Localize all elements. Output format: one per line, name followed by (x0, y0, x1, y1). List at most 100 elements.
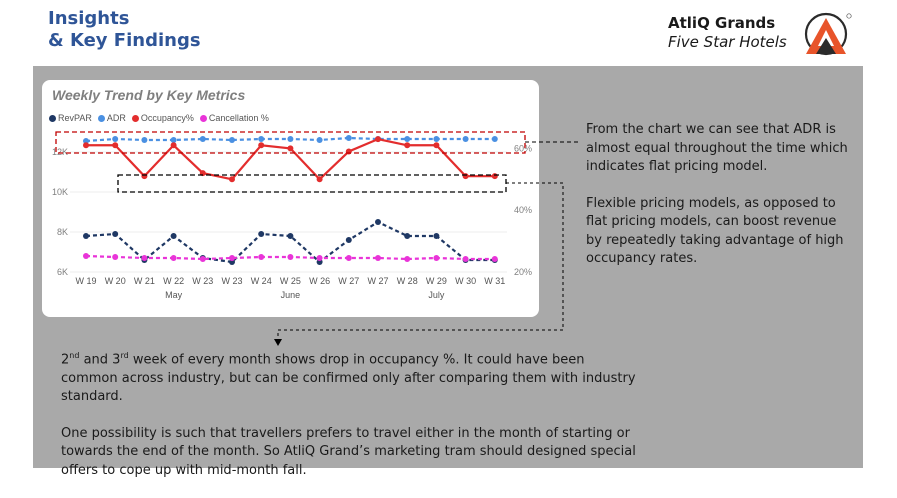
data-point (491, 256, 498, 262)
data-point (316, 137, 323, 143)
right-tick-label: 20% (514, 267, 532, 277)
x-tick-label: W 19 (75, 276, 96, 286)
data-point (462, 136, 469, 142)
right-note-p1: From the chart we can see that ADR is al… (586, 122, 848, 174)
data-point (199, 136, 206, 142)
legend-item: RevPAR (49, 113, 92, 123)
x-tick-label: W 29 (426, 276, 447, 286)
connector-arrow-icon (274, 339, 282, 346)
data-point (199, 256, 206, 262)
data-point (433, 233, 440, 239)
data-point (375, 219, 381, 225)
data-point (491, 136, 498, 142)
legend-label: Occupancy% (140, 113, 194, 123)
data-point (433, 255, 440, 261)
legend-dot-icon (49, 114, 56, 122)
legend-item: Cancellation % (199, 113, 269, 123)
data-point (404, 142, 411, 149)
data-point (170, 137, 177, 143)
data-point (258, 231, 265, 237)
data-point (433, 136, 440, 142)
x-tick-label: W 27 (367, 276, 388, 286)
data-point (316, 176, 323, 183)
brand-name: AtliQ Grands (668, 14, 776, 32)
legend-dot-icon (97, 114, 105, 122)
data-point (83, 138, 89, 144)
x-tick-label: W 26 (309, 276, 330, 286)
data-point (83, 253, 89, 259)
occupancy-connector-line (277, 182, 564, 342)
data-point (112, 231, 119, 237)
data-point (404, 233, 411, 239)
data-point (375, 136, 381, 143)
data-point (170, 255, 177, 261)
x-tick-label: W 20 (105, 276, 126, 286)
legend-label: ADR (106, 113, 126, 123)
x-tick-label: W 30 (455, 276, 476, 286)
occupancy-dip-box (117, 174, 507, 193)
title-line-2: & Key Findings (48, 30, 201, 51)
left-tick-label: 10K (52, 187, 68, 197)
right-note-p2: Flexible pricing models, as opposed to f… (586, 195, 844, 267)
data-point (345, 255, 352, 261)
annotation-overlay (55, 131, 580, 346)
data-point (462, 256, 469, 262)
right-tick-label: 40% (514, 205, 532, 215)
data-point (375, 255, 381, 261)
x-tick-label: W 24 (251, 276, 272, 286)
data-point (345, 237, 352, 243)
brand-logo-icon (804, 12, 852, 56)
slide-title: Insights & Key Findings (48, 8, 201, 52)
data-point (404, 256, 411, 262)
data-point (345, 135, 352, 141)
right-note: From the chart we can see that ADR is al… (586, 121, 851, 287)
data-point (404, 136, 411, 142)
data-point (316, 255, 323, 261)
legend-dot-icon (199, 114, 207, 122)
data-point (83, 233, 89, 239)
data-point (258, 254, 265, 260)
data-point (170, 142, 177, 149)
data-point (258, 142, 265, 149)
bottom-note-p2: One possibility is such that travellers … (61, 425, 636, 478)
data-point (287, 136, 294, 142)
data-point (258, 136, 265, 142)
x-tick-label: W 25 (280, 276, 301, 286)
chart-title: Weekly Trend by Key Metrics (52, 87, 246, 103)
x-tick-label: W 31 (484, 276, 505, 286)
data-point (287, 233, 294, 239)
data-point (433, 142, 440, 149)
left-tick-label: 8K (57, 227, 68, 237)
month-label: May (165, 290, 183, 300)
legend-label: Cancellation % (208, 113, 269, 123)
bottom-note-p1: 2nd and 3rd week of every month shows dr… (61, 351, 636, 405)
brand-block: AtliQ Grands Five Star Hotels (668, 14, 787, 52)
x-tick-label: W 22 (163, 276, 184, 286)
data-point (287, 145, 294, 152)
data-point (170, 233, 177, 239)
data-point (112, 254, 119, 260)
chart-legend: RevPAR ADR Occupancy% Cancellation % (49, 113, 269, 123)
x-tick-label: W 28 (397, 276, 418, 286)
left-tick-label: 6K (57, 267, 68, 277)
data-point (112, 136, 119, 142)
data-point (83, 142, 89, 149)
data-point (112, 142, 119, 149)
data-point (287, 254, 294, 260)
month-label: July (428, 290, 445, 300)
right-tick-label: 60% (514, 143, 532, 153)
data-point (229, 137, 235, 143)
bottom-note: 2nd and 3rd week of every month shows dr… (61, 347, 641, 498)
title-line-1: Insights (48, 8, 130, 29)
data-point (141, 255, 148, 261)
x-tick-label: W 23 (192, 276, 213, 286)
data-point (229, 176, 235, 183)
chart-card: Weekly Trend by Key Metrics RevPAR ADR Occ… (42, 80, 539, 317)
legend-item: Occupancy% (131, 113, 194, 123)
legend-item: ADR (97, 113, 126, 123)
data-point (141, 137, 148, 143)
month-label: June (281, 290, 301, 300)
x-tick-label: W 27 (338, 276, 359, 286)
left-tick-label: 12K (52, 147, 68, 157)
adr-highlight-box (55, 131, 526, 154)
